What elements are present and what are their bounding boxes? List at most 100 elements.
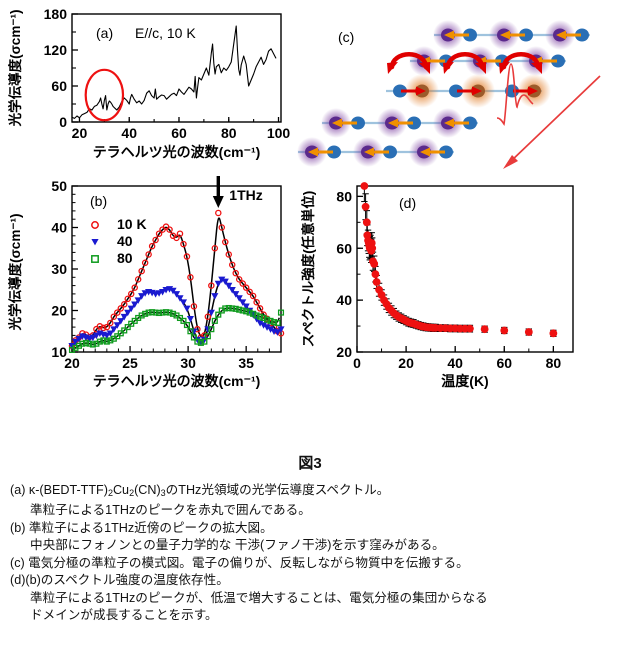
dipole-arrow-head [444,118,454,128]
data-point [159,309,166,316]
data-point [138,267,145,275]
dipole-arrow-head [556,30,566,40]
panel-a-highlight-ellipse [84,68,125,122]
data-point [222,238,229,246]
data-point [273,329,282,336]
data-point [246,288,253,296]
x-tick-label: 80 [546,355,562,371]
molecule-right [551,54,565,68]
data-point [204,333,211,340]
y-tick-label: 40 [51,220,67,236]
data-point [155,290,163,297]
caption-block: 図3 (a) κ-(BEDT-TTF)2Cu2(CN)3のTHz光領域の光学伝導… [0,452,620,625]
data-point [229,305,236,312]
data-point [214,280,222,288]
data-point [89,341,96,348]
panel-d-tag: (d) [399,195,416,211]
data-point [107,337,114,344]
data-point [103,323,111,331]
x-tick-label: 80 [221,125,237,141]
data-point [201,338,208,345]
panel-a-xlabel: テラヘルツ光の波数(cm⁻¹) [93,144,261,160]
caption-line: (c) 電気分極の準粒子の模式図。電子の偏りが、反転しながら物質中を伝搬する。 [10,555,469,570]
data-point [524,328,533,336]
data-point [107,319,114,327]
y-tick-label: 60 [336,240,352,256]
molecule-right [575,28,589,42]
data-point [176,230,184,237]
data-point [225,304,232,312]
data-point [218,224,226,231]
data-point [235,295,243,302]
data-point [368,244,377,253]
data-point [134,276,142,283]
panel-b-legend-item-1: 40 [91,233,133,249]
rotation-arrow-tail [443,62,454,74]
data-point [211,244,219,252]
data-point [215,311,222,318]
panel-a-spectrum-curve [71,25,277,119]
data-point [361,202,370,211]
data-point [187,328,194,335]
data-point [92,332,100,340]
dipole-arrow-head [364,147,374,157]
panel-c-pointer-arrow-head [503,155,518,169]
legend-label: 40 [117,233,133,249]
dipole-arrow-head [528,86,538,96]
x-tick-label: 35 [238,355,254,371]
panel-b-xlabel: テラヘルツ光の波数(cm⁻¹) [93,373,261,389]
data-point [246,309,253,316]
caption-line: 準粒子による1THzのピークが、低温で増大することは、電気分極の集団からなる [30,590,488,605]
data-point [179,299,188,306]
caption-line: ドメインが成長することを示す。 [30,608,218,623]
legend-label: 80 [117,250,133,266]
legend-marker-filled-triangle-down [91,239,99,246]
x-tick-label: 60 [496,355,512,371]
x-tick-label: 60 [171,125,187,141]
x-tick-label: 0 [353,355,361,371]
data-point [124,295,131,303]
figure-title: 図3 [298,455,322,472]
y-tick-label: 50 [51,178,67,194]
data-point [180,240,187,248]
data-point [362,218,371,227]
legend-marker-open-circle [91,221,99,229]
data-point [371,270,380,279]
molecule-left [449,84,463,98]
x-tick-label: 20 [72,125,88,141]
dipole-arrow-head [500,30,510,40]
data-point [121,301,128,308]
data-point [236,306,243,313]
data-point [232,269,239,277]
data-point [110,326,118,333]
panel-c-row-2 [386,52,551,108]
figure-caption: (a) κ-(BEDT-TTF)2Cu2(CN)3のTHz光領域の光学伝導度スペ… [0,476,620,625]
data-point [152,309,159,316]
data-point [274,319,281,326]
panel-b-series-80 [68,304,285,353]
y-tick-label: 20 [51,303,67,319]
rotation-arrow-head [531,62,542,74]
data-point [138,312,145,319]
data-point [372,278,381,286]
data-point [190,334,197,341]
dipole-arrow-head [420,147,430,157]
molecule-right [351,116,365,130]
x-tick-label: 20 [64,355,80,371]
data-point [110,313,118,320]
panel-c-dimer [353,137,397,167]
panel-d-points [360,182,558,338]
panel-c-dimer [409,46,453,76]
data-point [187,274,194,281]
data-point [152,236,159,244]
data-point [162,309,170,316]
panel-c-row-4 [297,137,454,167]
rotation-arrow [501,52,541,70]
y-tick-label: 120 [44,42,68,58]
data-point [480,325,489,334]
molecule-right [519,28,533,42]
caption-line: (d)(b)のスペクトル強度の温度依存性。 [10,573,229,588]
data-point [100,337,107,344]
panel-c-dimer [377,108,421,138]
